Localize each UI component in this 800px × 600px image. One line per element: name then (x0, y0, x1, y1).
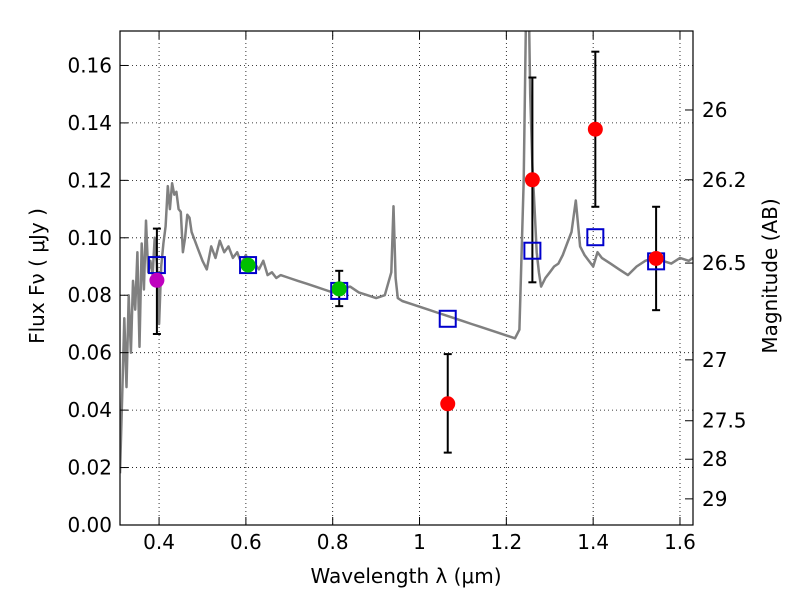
y-axis-title: Flux Fν ( μJy ) (25, 208, 49, 344)
y-tick-label: 0.04 (67, 398, 112, 422)
x-tick-label: 0.6 (230, 530, 262, 554)
x-tick-label: 0.4 (143, 530, 175, 554)
green-data-point (331, 281, 347, 297)
axes-frame (119, 30, 694, 526)
y-tick-label: 0.16 (67, 53, 112, 77)
red-data-point (648, 250, 664, 266)
y2-tick-label: 26.2 (702, 168, 747, 192)
model-spectrum-line (120, 31, 693, 474)
y2-tick-label: 29 (702, 487, 727, 511)
red-data-point (440, 396, 456, 412)
y2-tick-label: 27 (702, 348, 727, 372)
y-tick-label: 0.00 (67, 513, 112, 537)
x-axis-title: Wavelength λ (μm) (310, 564, 501, 588)
y2-tick-label: 26 (702, 98, 727, 122)
model-band-square (523, 241, 542, 260)
y-tick-label: 0.06 (67, 341, 112, 365)
x-tick-label: 1.6 (664, 530, 696, 554)
y-tick-label: 0.12 (67, 168, 112, 192)
y2-axis-title: Magnitude (AB) (758, 198, 782, 353)
ticks: 0.4 0.6 0.8 1 1.2 1.4 1.6 0.00 0.02 0.04 0.06 0.08 0… (67, 31, 747, 554)
y-tick-label: 0.14 (67, 111, 112, 135)
y-tick-label: 0.02 (67, 456, 112, 480)
plot-area (120, 31, 693, 474)
y2-tick-label: 26.5 (702, 251, 747, 275)
x-tick-label: 1.2 (490, 530, 522, 554)
y2-tick-label: 27.5 (702, 409, 747, 433)
x-tick-label: 1.4 (577, 530, 609, 554)
x-tick-label: 0.8 (317, 530, 349, 554)
grid (120, 31, 693, 526)
red-data-point (524, 172, 540, 188)
plot-frame (119, 30, 694, 526)
model-band-square (438, 309, 457, 328)
red-data-point (587, 121, 603, 137)
model-band-square (239, 256, 258, 275)
y-tick-label: 0.10 (67, 226, 112, 250)
model-band-square (586, 228, 605, 247)
magenta-data-point (149, 272, 165, 288)
x-tick-label: 1 (413, 530, 426, 554)
green-data-point (240, 257, 256, 273)
y-tick-label: 0.08 (67, 283, 112, 307)
y2-tick-label: 28 (702, 447, 727, 471)
